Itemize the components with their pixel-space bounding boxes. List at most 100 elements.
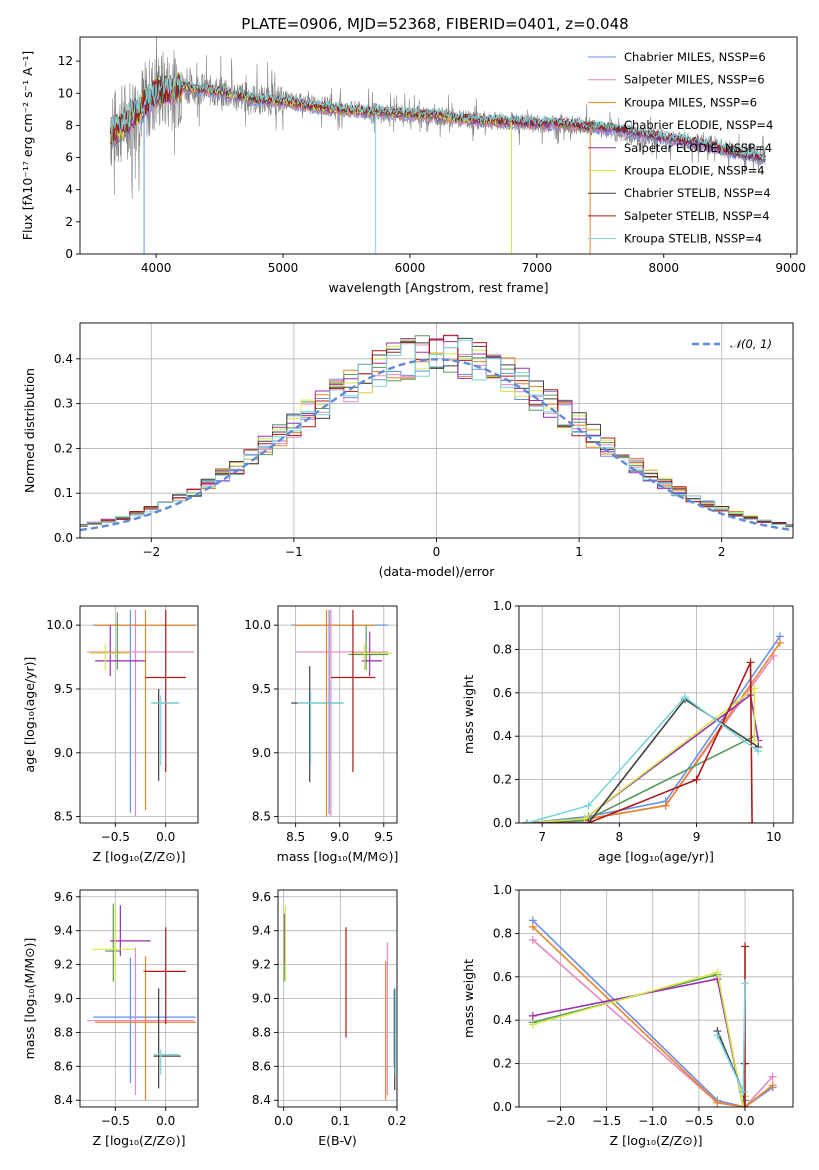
y-tick-label: 9.2	[54, 958, 73, 972]
x-tick-label: −2.0	[546, 1114, 575, 1128]
weight-marker	[522, 819, 531, 823]
normal-curve	[80, 358, 793, 532]
errorbar-point-7	[145, 609, 186, 772]
y-axis-label: age [log₁₀(age/yr)]	[22, 657, 37, 773]
weight-line	[532, 926, 774, 1107]
weight-line	[526, 696, 759, 823]
x-tick-label: 4000	[141, 261, 172, 275]
x-tick-label: −2	[142, 545, 160, 559]
weight-marker	[768, 1072, 777, 1081]
errorbar-point-5	[352, 644, 393, 670]
x-tick-label: 7	[538, 830, 546, 844]
x-axis-label: E(B-V)	[318, 1133, 357, 1148]
weight-marker	[528, 922, 537, 931]
weight-marker	[775, 638, 784, 647]
y-tick-label: 9.0	[252, 746, 271, 760]
weight-marker	[584, 801, 593, 810]
legend-label: Salpeter ELODIE, NSSP=4	[624, 141, 772, 155]
weight-marker	[748, 819, 757, 823]
errorbar-point-5	[90, 644, 131, 670]
weight-marker	[746, 658, 755, 667]
legend-label: Kroupa ELODIE, NSSP=4	[624, 164, 765, 178]
y-tick-label: 0.2	[54, 441, 73, 455]
y-axis-label: Normed distribution	[22, 368, 37, 493]
y-tick-label: 0.8	[493, 642, 512, 656]
x-axis-label: Z [log₁₀(Z/Z⊙)]	[93, 1133, 186, 1148]
y-tick-label: 0.4	[493, 1013, 512, 1027]
y-tick-label: 12	[58, 54, 73, 68]
weight-marker	[661, 801, 670, 810]
x-tick-label: 0.0	[156, 830, 175, 844]
legend-label: Kroupa MILES, NSSP=6	[624, 95, 757, 109]
weight-marker	[713, 1098, 722, 1107]
y-tick-label: 8.4	[252, 1093, 271, 1107]
residual-histogram	[80, 334, 793, 526]
y-tick-label: 0.6	[493, 686, 512, 700]
errorbar-point-2	[95, 609, 196, 811]
legend-normal-label: 𝒩(0, 1)	[730, 337, 772, 351]
legend-label: Chabrier ELODIE, NSSP=4	[624, 118, 773, 132]
errorbar-point-4	[361, 631, 383, 677]
x-axis-label: age [log₁₀(age/yr)]	[598, 849, 714, 864]
y-tick-label: 4	[65, 183, 73, 197]
plot-area	[519, 606, 793, 823]
observed-spectrum-line	[110, 37, 766, 199]
weight-marker	[741, 979, 750, 988]
y-tick-label: 0.6	[493, 970, 512, 984]
x-tick-label: 5000	[268, 261, 299, 275]
axes-frame	[518, 605, 794, 824]
y-tick-label: 0.1	[54, 486, 73, 500]
y-tick-label: 8.5	[54, 810, 73, 824]
y-tick-label: 9.2	[252, 958, 271, 972]
y-tick-label: 8.8	[54, 1025, 73, 1039]
y-tick-label: 9.0	[54, 992, 73, 1006]
weight-marker	[584, 819, 593, 823]
y-tick-label: 0.0	[54, 531, 73, 545]
plot-area	[80, 890, 198, 1107]
x-tick-label: −0.5	[101, 830, 130, 844]
y-axis-label: mass weight	[461, 675, 476, 754]
weight-line	[526, 635, 781, 823]
y-tick-label: 10	[58, 86, 73, 100]
model-spectrum-line	[110, 71, 766, 161]
plot-area	[519, 890, 793, 1107]
weight-line	[526, 686, 756, 823]
y-tick-label: 1.0	[493, 599, 512, 613]
y-tick-label: 6	[65, 151, 73, 165]
y-tick-label: 9.4	[252, 924, 271, 938]
errorbar-point-1	[295, 609, 389, 817]
x-tick-label: 1	[575, 545, 583, 559]
errorbar-point-2	[293, 609, 375, 817]
panel-residuals: 𝒩(0, 1) −2 −1 0 1 2 0.0 0.1 0.2 0.3 0.4 (data-model…	[22, 322, 794, 579]
panel-spectrum: 4000 5000 6000 7000 8000 9000 0 2 4 6 8 10 12 wavelen…	[20, 36, 806, 295]
y-tick-label: 0.4	[54, 352, 73, 366]
y-tick-label: 8.6	[252, 1059, 271, 1073]
x-tick-label: 9000	[775, 261, 806, 275]
y-tick-label: 10.0	[244, 618, 271, 632]
y-tick-label: 10.0	[46, 618, 73, 632]
y-axis-label: mass [log₁₀(M/M⊙)]	[22, 938, 37, 1060]
x-tick-label: 8.5	[286, 830, 305, 844]
x-tick-label: 10	[766, 830, 781, 844]
residual-histogram	[80, 337, 793, 528]
x-tick-label: −1.5	[592, 1114, 621, 1128]
weight-marker	[768, 1081, 777, 1090]
y-tick-label: 0	[65, 247, 73, 261]
x-tick-label: 2	[718, 545, 726, 559]
x-tick-label: 6000	[395, 261, 426, 275]
weight-marker	[580, 814, 589, 823]
x-tick-label: 0.2	[387, 1114, 406, 1128]
y-tick-label: 9.6	[54, 890, 73, 904]
panel-age_vs_mass: 8.5 9.0 9.5 8.5 9.0 9.5 10.0 mass [log₁₀(M/M⊙)]	[244, 605, 398, 864]
spectrum-legend: Chabrier MILES, NSSP=6 Salpeter MILES, NS…	[588, 50, 773, 246]
errorbar-point-5	[92, 905, 136, 982]
axes-frame	[79, 605, 199, 824]
x-tick-label: 9.0	[330, 830, 349, 844]
panel-weight_vs_Z: −2.0 −1.5 −1.0 −0.5 0.0 0.0 0.2 0.4 0.6 0.8 1.0 Z […	[461, 883, 794, 1148]
y-tick-label: 0.3	[54, 397, 73, 411]
weight-marker	[750, 684, 759, 693]
x-tick-label: 9.5	[374, 830, 393, 844]
y-tick-label: 0.0	[493, 1100, 512, 1114]
legend-label: Kroupa STELIB, NSSP=4	[624, 232, 762, 246]
y-tick-label: 8.4	[54, 1093, 73, 1107]
